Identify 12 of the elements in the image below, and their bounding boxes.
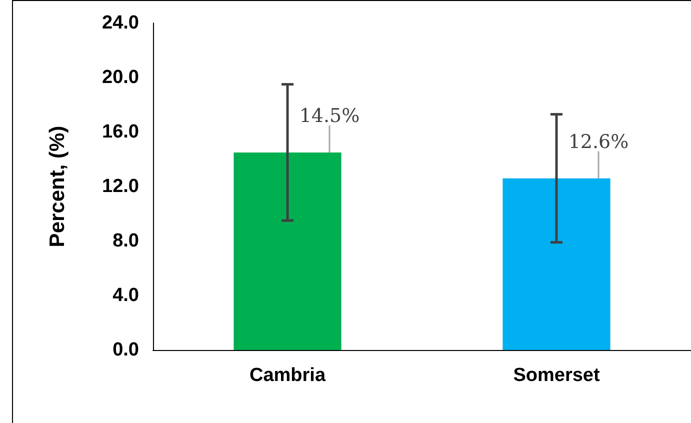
y-tick-label: 8.0 [112,230,139,252]
y-tick-label: 24.0 [102,12,139,34]
y-tick-label: 4.0 [112,285,139,306]
y-tick-label: 12.0 [102,176,139,197]
x-tick-label: Somerset [513,365,600,386]
data-label: 14.5% [299,104,360,127]
data-label: 12.6% [568,130,629,153]
y-axis-title: Percent, (%) [46,126,69,248]
x-tick-label: Cambria [249,365,326,386]
y-tick-label: 16.0 [102,122,139,142]
y-tick-label: 0.0 [112,340,139,360]
y-tick-label: 20.0 [102,67,139,88]
